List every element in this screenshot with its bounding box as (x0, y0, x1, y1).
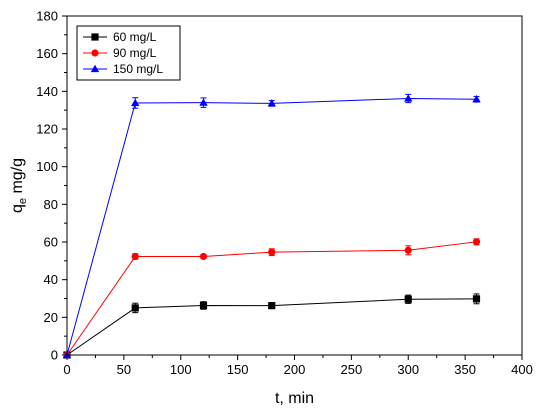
legend-marker (90, 64, 100, 73)
y-tick-label: 160 (36, 46, 58, 61)
y-axis-title: qe mg/g (9, 158, 29, 213)
series-line (66, 97, 477, 356)
data-point (472, 238, 481, 246)
legend-label: 60 mg/L (113, 30, 157, 44)
data-point (267, 99, 276, 107)
y-tick-label: 180 (36, 9, 58, 24)
legend-marker (91, 49, 99, 57)
y-tick-label: 140 (36, 84, 58, 99)
x-axis-title: t, min (275, 390, 314, 407)
legend-label: 150 mg/L (113, 62, 163, 76)
series-1 (63, 238, 481, 359)
legend-label: 90 mg/L (113, 46, 157, 60)
series-0 (63, 293, 481, 359)
data-point (472, 95, 481, 103)
data-point (404, 94, 413, 102)
y-axis-title-unit: mg/g (9, 158, 26, 198)
data-point (199, 252, 208, 261)
y-tick-label: 0 (51, 348, 58, 363)
x-tick-label: 300 (397, 362, 419, 377)
series-line (66, 241, 477, 356)
y-tick-label: 60 (44, 235, 58, 250)
y-tick-label: 80 (44, 197, 58, 212)
data-point (404, 246, 412, 254)
y-axis-title-sub: e (17, 198, 29, 204)
x-tick-label: 150 (227, 362, 249, 377)
x-tick-label: 250 (341, 362, 363, 377)
legend-marker (91, 33, 99, 41)
x-tick-label: 350 (454, 362, 476, 377)
y-tick-label: 40 (44, 272, 58, 287)
data-point (131, 252, 139, 261)
x-tick-label: 100 (170, 362, 192, 377)
x-tick-label: 0 (63, 362, 70, 377)
x-tick-label: 50 (117, 362, 131, 377)
tick-labels: 0 50 100 150 200 250 300 350 400 0 20 40 60 80 100 120 1… (36, 9, 533, 378)
plot-frame (66, 15, 523, 356)
data-point (268, 248, 276, 256)
data-point (199, 301, 208, 310)
data-point (131, 98, 140, 107)
data-point (268, 302, 276, 310)
y-tick-label: 100 (36, 159, 58, 174)
data-point (472, 295, 481, 303)
legend: 60 mg/L 90 mg/L 150 mg/L (76, 25, 181, 81)
x-tick-label: 200 (284, 362, 306, 377)
series-layer (62, 93, 481, 359)
data-point (199, 98, 208, 106)
y-tick-label: 20 (44, 310, 58, 325)
series-line (66, 298, 477, 356)
data-point (131, 304, 139, 312)
series-2 (62, 93, 481, 359)
data-point (404, 295, 412, 303)
y-tick-label: 120 (36, 122, 58, 137)
y-axis-title-main: q (9, 204, 26, 213)
x-tick-label: 400 (511, 362, 533, 377)
